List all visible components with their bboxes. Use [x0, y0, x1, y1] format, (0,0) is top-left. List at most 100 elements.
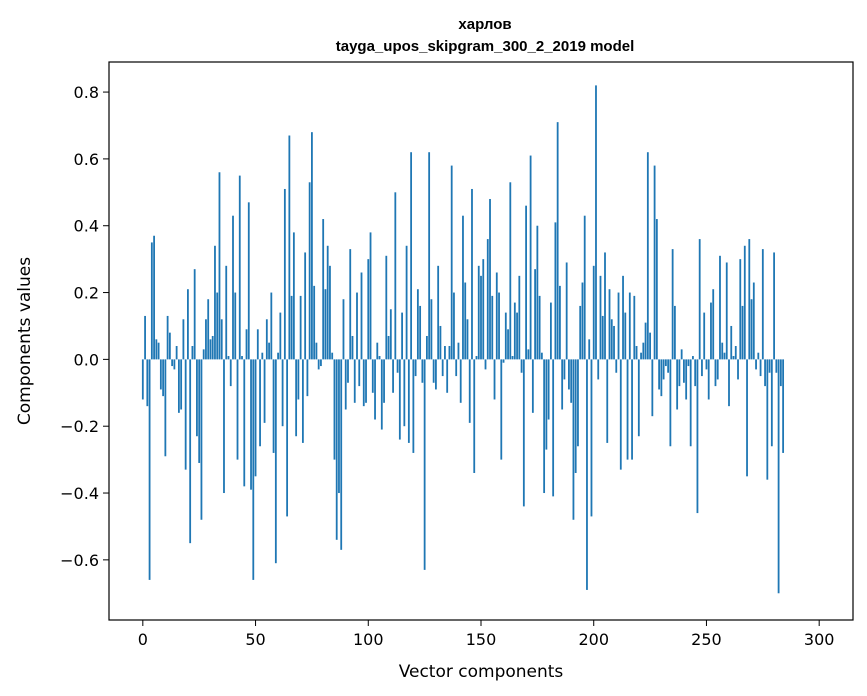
bar: [444, 346, 446, 360]
bar: [335, 359, 338, 540]
bar: [453, 292, 455, 360]
bar: [150, 242, 153, 360]
bar: [392, 359, 394, 393]
bar: [247, 202, 250, 360]
bar: [655, 219, 658, 360]
bar: [468, 359, 471, 423]
bar: [730, 325, 733, 360]
bar: [362, 359, 365, 407]
bar: [588, 339, 591, 360]
bar: [329, 265, 331, 360]
bar: [153, 235, 155, 360]
bar: [513, 302, 516, 360]
bar: [520, 359, 523, 373]
bar: [241, 356, 243, 360]
bar: [338, 359, 340, 494]
bar: [218, 172, 221, 360]
bar: [358, 359, 361, 387]
bar: [705, 359, 708, 370]
bar: [196, 359, 198, 437]
bar: [671, 249, 674, 360]
bar: [252, 359, 255, 580]
bar: [299, 295, 302, 360]
bar: [556, 122, 559, 360]
x-tick-label: 50: [245, 630, 265, 649]
bar: [202, 349, 205, 360]
bar: [313, 285, 316, 360]
bar: [301, 359, 304, 443]
chart-subtitle: tayga_upos_skipgram_300_2_2019 model: [336, 38, 635, 55]
bar: [164, 359, 167, 457]
bar: [157, 342, 160, 360]
bar: [590, 359, 593, 517]
bar: [664, 359, 667, 367]
bar: [322, 219, 325, 360]
bar-series: [141, 85, 785, 594]
y-axis-label: Components values: [15, 257, 35, 425]
bar: [766, 359, 769, 480]
y-tick-label: 0.6: [74, 150, 99, 169]
bar: [353, 359, 356, 403]
bar: [374, 359, 376, 420]
y-tick-label: −0.4: [60, 484, 99, 503]
bar: [459, 359, 462, 403]
bar: [549, 302, 552, 360]
bar: [608, 289, 611, 360]
bar: [610, 319, 613, 360]
bar: [407, 359, 410, 443]
bar: [658, 359, 661, 390]
bar: [200, 359, 203, 520]
bar: [435, 359, 437, 390]
bar: [256, 329, 259, 360]
bar: [734, 346, 737, 360]
bar: [356, 292, 358, 360]
bar: [389, 309, 392, 360]
bar: [475, 356, 478, 360]
bar: [768, 359, 771, 373]
bar: [525, 205, 527, 360]
bar: [297, 359, 300, 400]
bar: [380, 359, 383, 430]
bar: [685, 359, 688, 400]
bar: [737, 359, 739, 380]
bar: [703, 312, 706, 360]
bar: [173, 359, 176, 370]
bar: [764, 359, 766, 387]
bar: [225, 265, 228, 360]
bar: [274, 359, 277, 564]
bar: [491, 295, 494, 360]
bar: [484, 359, 487, 370]
bar: [148, 359, 151, 580]
bar: [286, 359, 289, 517]
bar: [545, 359, 548, 450]
bar: [387, 335, 390, 360]
bar: [489, 198, 491, 360]
bar: [723, 352, 726, 360]
bar: [604, 252, 606, 360]
bar: [597, 359, 600, 380]
bar: [482, 259, 485, 360]
bar: [446, 359, 449, 393]
bar: [365, 359, 367, 403]
bar: [371, 359, 374, 393]
bar: [198, 359, 201, 463]
bar: [509, 182, 512, 360]
bar: [261, 352, 264, 360]
y-axis-ticks: −0.6 −0.4 −0.2 0.0 0.2 0.4 0.6 0.8: [60, 83, 109, 570]
bar: [191, 346, 194, 360]
bar: [617, 292, 620, 360]
bar: [660, 359, 663, 397]
bar: [308, 182, 311, 360]
bar: [755, 359, 757, 370]
bar: [531, 359, 534, 413]
bar: [180, 359, 183, 410]
bar: [683, 359, 685, 383]
bar: [425, 335, 428, 360]
bar: [595, 85, 597, 360]
bar: [552, 359, 555, 497]
bar: [243, 359, 246, 487]
bar: [281, 359, 284, 427]
bar: [265, 319, 268, 360]
bar: [678, 359, 681, 387]
